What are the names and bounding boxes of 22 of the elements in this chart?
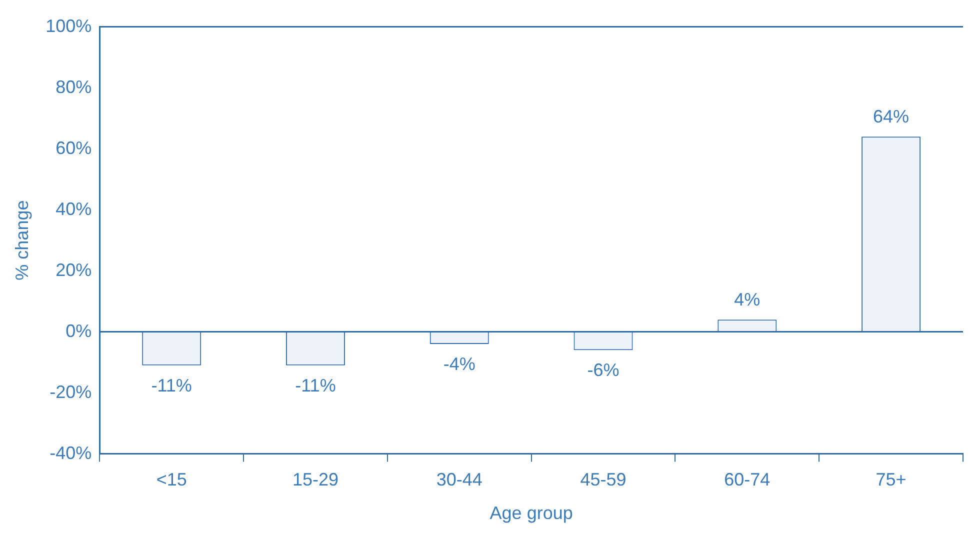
data-label: 4% <box>734 290 760 310</box>
x-tick-label: 45-59 <box>580 470 626 490</box>
data-label: -6% <box>587 360 620 380</box>
data-label: -11% <box>151 375 192 396</box>
data-label: -11% <box>295 375 336 396</box>
y-axis-title: % change <box>12 200 32 280</box>
x-tick-label: 15-29 <box>292 470 338 490</box>
data-label: 64% <box>873 106 910 127</box>
y-tick-label: 100% <box>46 16 92 36</box>
y-tick-label: -20% <box>50 382 92 402</box>
y-tick-label: 60% <box>56 138 92 158</box>
data-label: -4% <box>443 354 476 374</box>
y-tick-label: -40% <box>50 442 92 463</box>
x-tick-label: 30-44 <box>436 470 482 490</box>
x-tick-label: <15 <box>156 470 187 490</box>
x-tick-label: 60-74 <box>724 470 770 490</box>
x-axis-title: Age group <box>490 503 573 524</box>
y-tick-label: 0% <box>66 320 92 341</box>
x-tick-label: 75+ <box>876 470 906 490</box>
y-tick-label: 40% <box>56 198 92 219</box>
y-tick-label: 80% <box>56 76 92 97</box>
y-tick-label: 20% <box>56 260 92 280</box>
